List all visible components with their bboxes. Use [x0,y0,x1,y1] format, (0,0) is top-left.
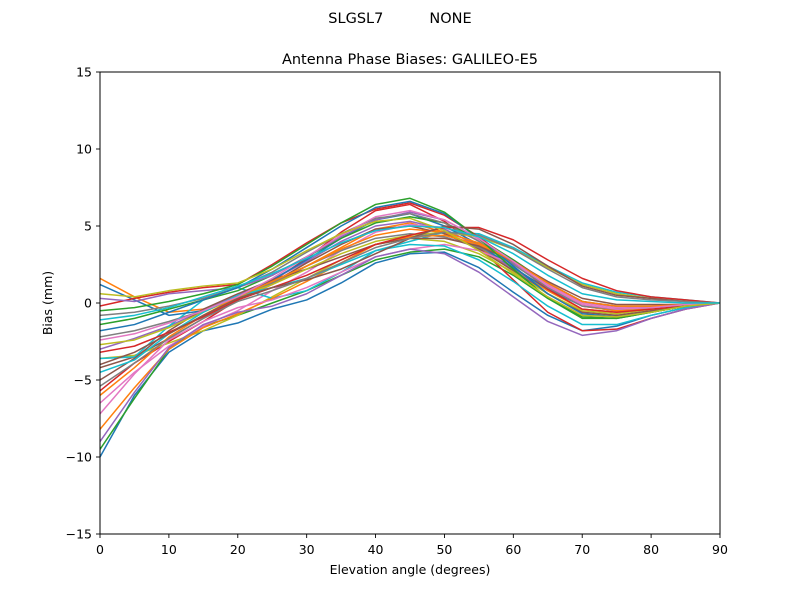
x-tick-label: 70 [574,542,590,557]
series-line-23 [100,197,720,320]
series-line-20 [100,243,720,374]
x-tick-label: 0 [96,542,104,557]
x-tick-label: 80 [643,542,659,557]
y-axis-label: Bias (mm) [40,271,55,335]
series-line-28 [100,231,720,387]
y-tick-label: 15 [76,65,92,80]
y-tick-label: 5 [84,219,92,234]
series-line-27 [100,209,720,341]
series-line-14 [100,202,720,313]
x-axis-label: Elevation angle (degrees) [330,562,491,577]
chart-title: Antenna Phase Biases: GALILEO-E5 [282,52,538,68]
series-line-25 [100,248,720,443]
y-tick-label: −5 [74,373,92,388]
figure-suptitle: SLGSL7 NONE [328,11,471,27]
series-layer [100,197,720,458]
series-line-12 [100,234,720,430]
x-tick-label: 60 [505,542,521,557]
y-tick-label: −15 [66,527,92,542]
y-tick-label: 0 [84,296,92,311]
x-tick-label: 90 [712,542,728,557]
y-tick-label: −10 [66,450,92,465]
x-tick-label: 20 [230,542,246,557]
x-tick-label: 10 [161,542,177,557]
plot-area [99,71,721,535]
y-axis: −15 −10 −5 0 5 10 15 [66,65,100,542]
x-axis: 0 10 20 30 40 50 60 70 80 90 [96,534,728,557]
x-tick-label: 50 [436,542,452,557]
series-line-24 [100,226,720,354]
x-tick-label: 30 [299,542,315,557]
x-tick-label: 40 [368,542,384,557]
series-line-30 [100,225,720,321]
y-tick-label: 10 [76,142,92,157]
series-line-29 [100,217,720,318]
